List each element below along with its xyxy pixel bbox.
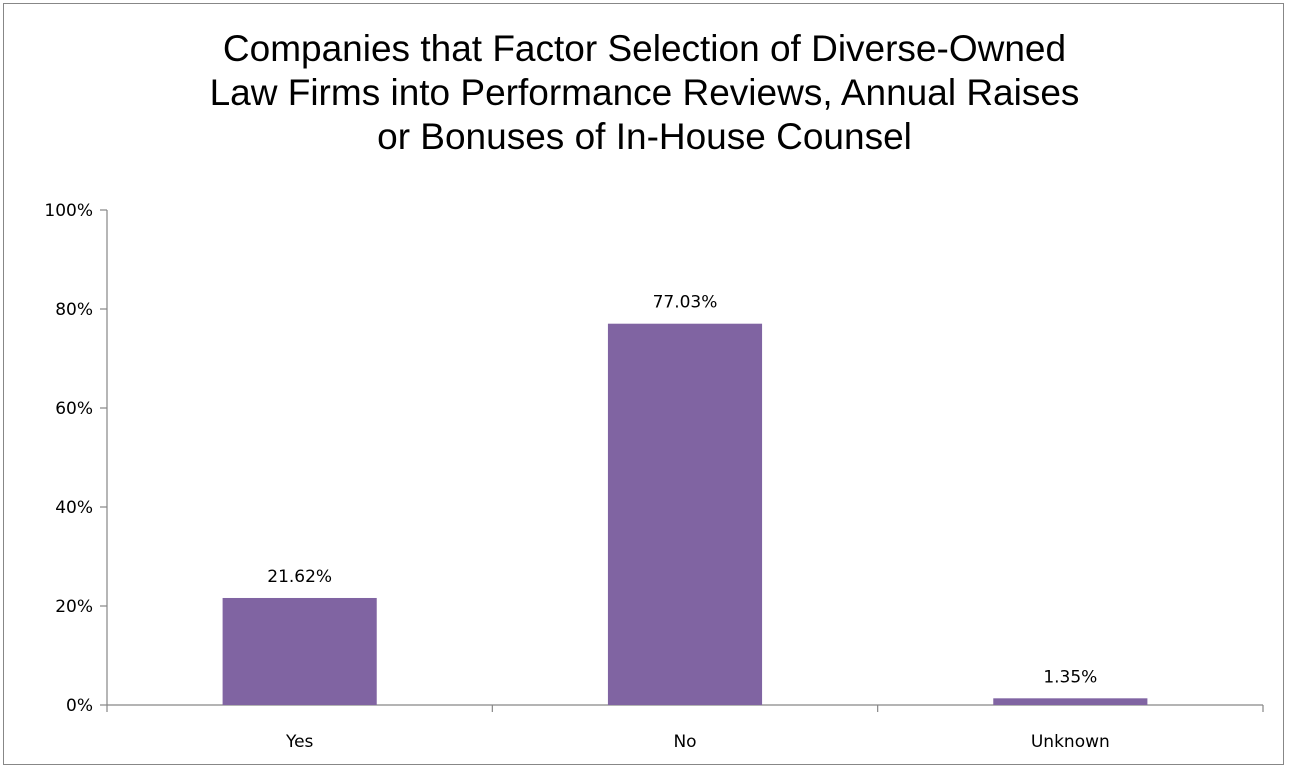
bar [993,698,1148,705]
y-tick-label: 100% [44,201,93,221]
y-tick-label: 40% [55,498,93,518]
chart-title-line-2: Law Firms into Performance Reviews, Annu… [209,72,1080,113]
y-tick-label: 80% [55,300,93,320]
chart-title-line-1: Companies that Factor Selection of Diver… [222,28,1067,69]
y-tick-label: 60% [55,399,93,419]
chart-title-line-3: or Bonuses of In-House Counsel [377,116,912,157]
bar [222,597,377,705]
bar [607,323,763,705]
y-tick-label: 20% [55,597,93,617]
chart-title: Companies that Factor Selection of Diver… [0,27,1289,159]
x-category-label: Unknown [1031,732,1110,752]
y-tick-label: 0% [66,696,93,716]
x-category-label: No [673,732,696,752]
data-label: 1.35% [1043,667,1097,687]
x-category-label: Yes [285,732,314,752]
data-label: 21.62% [267,567,332,587]
data-label: 77.03% [653,293,718,313]
